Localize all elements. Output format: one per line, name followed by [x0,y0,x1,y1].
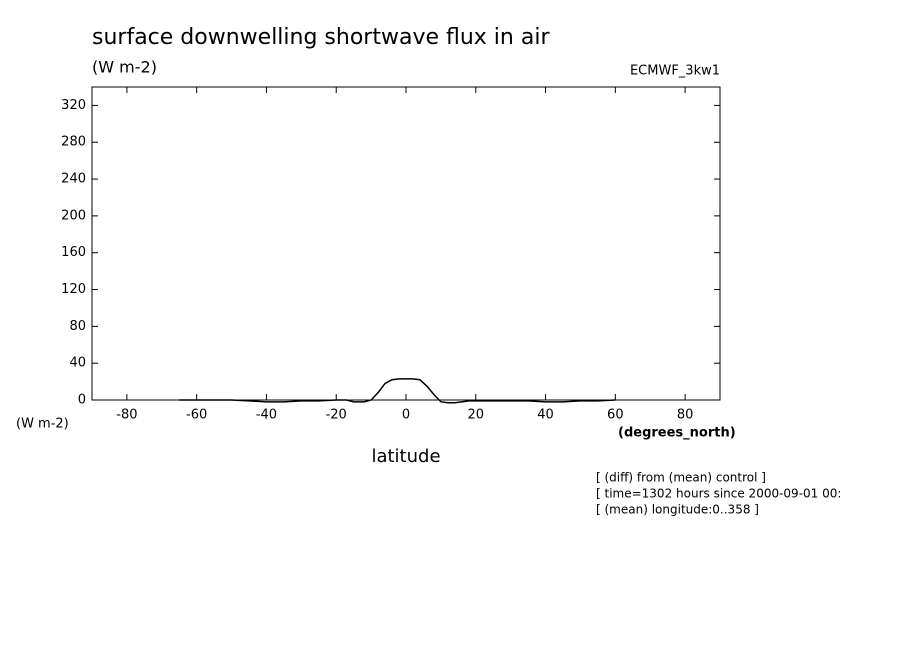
y-tick-label: 280 [61,135,86,150]
dataset: ECMWF_3kw1 [630,64,720,79]
y-axis-label: (W m-2) [16,417,69,432]
x-tick-label: -20 [326,408,347,423]
x-tick-label: 0 [402,408,410,423]
data-line [179,378,616,404]
y-tick-label: 120 [61,282,86,297]
x-tick-label: 40 [537,408,554,423]
note: [ (mean) longitude:0..358 ] [596,503,759,517]
x-tick-label: 60 [607,408,624,423]
y-tick-label: 0 [78,393,86,408]
x-tick-label: -60 [186,408,207,423]
x-units: (degrees_north) [618,426,736,441]
chart-title: surface downwelling shortwave flux in ai… [92,25,550,50]
note: [ (diff) from (mean) control ] [596,471,766,485]
y-tick-label: 320 [61,98,86,113]
plot-frame [91,86,721,401]
x-tick-label: 20 [468,408,485,423]
x-tick-label: 80 [677,408,694,423]
y-tick-label: 80 [69,319,86,334]
units: (W m-2) [92,58,157,77]
y-tick-label: 240 [61,172,86,187]
y-tick-label: 40 [69,356,86,371]
x-axis-label: latitude [371,446,440,467]
note: [ time=1302 hours since 2000-09-01 00: [596,487,841,501]
x-tick-label: -80 [116,408,137,423]
x-tick-label: -40 [256,408,277,423]
y-tick-label: 200 [61,208,86,223]
y-tick-label: 160 [61,245,86,260]
